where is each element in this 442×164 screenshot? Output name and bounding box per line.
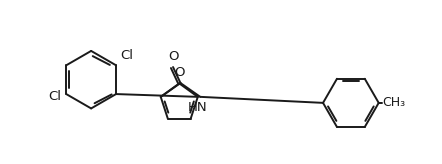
- Text: O: O: [169, 50, 179, 63]
- Text: O: O: [174, 66, 184, 79]
- Text: Cl: Cl: [49, 90, 61, 103]
- Text: Cl: Cl: [121, 49, 133, 62]
- Text: HN: HN: [188, 102, 208, 114]
- Text: CH₃: CH₃: [382, 96, 405, 109]
